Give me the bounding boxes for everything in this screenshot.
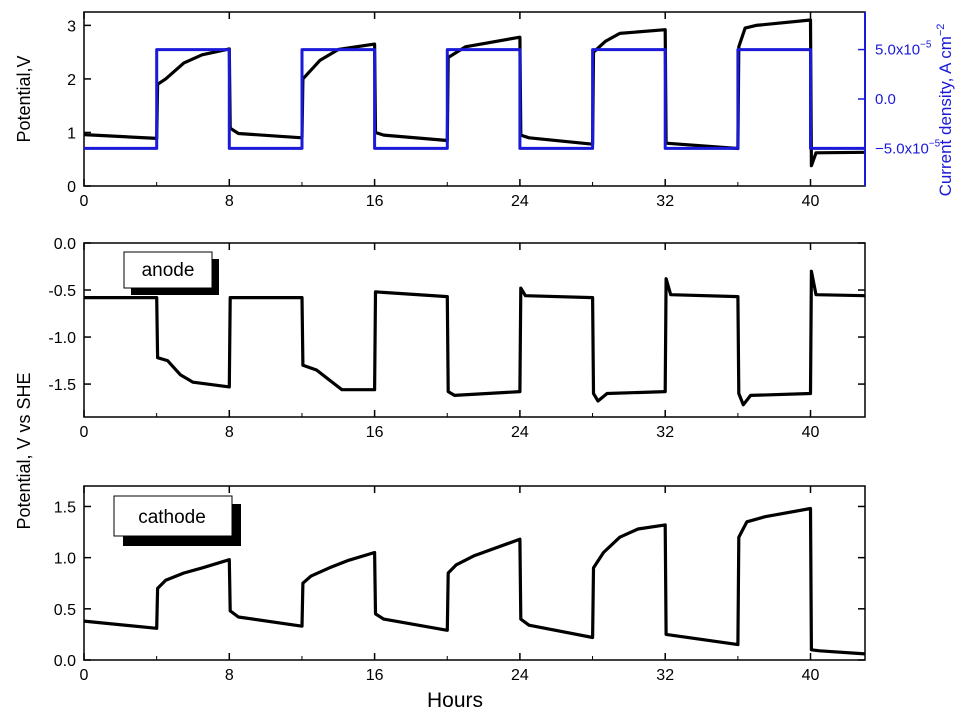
top-y-ticks: 0 1 2 3 bbox=[67, 18, 91, 196]
middle-series bbox=[84, 269, 866, 407]
shared-y-axis-label: Potential, V vs SHE bbox=[14, 372, 34, 529]
top-plot-frame bbox=[83, 11, 866, 187]
middle-y-tick-label: -0.5 bbox=[48, 283, 76, 300]
anode-label: anode bbox=[142, 260, 195, 281]
top-series bbox=[83, 18, 866, 168]
middle-y-tick-label: -1.5 bbox=[48, 377, 76, 394]
middle-x-tick-label: 0 bbox=[80, 424, 89, 441]
middle-x-tick-label: 16 bbox=[366, 424, 384, 441]
top-right-ticks: 5.0x10−5 0.0 −5.0x10−5 bbox=[858, 40, 941, 157]
bottom-panel: 0 8 16 24 32 40 0.0 0.5 1.0 1.5 cathode bbox=[54, 485, 866, 684]
middle-x-tick-label: 40 bbox=[802, 424, 820, 441]
bottom-y-tick-label: 0.5 bbox=[54, 602, 76, 619]
anode-box bbox=[123, 251, 213, 289]
bottom-y-tick-label: 0.0 bbox=[54, 653, 76, 670]
bottom-y-tick-label: 1.5 bbox=[54, 499, 76, 516]
bottom-x-tick-label: 0 bbox=[80, 667, 89, 684]
middle-x-tick-label: 32 bbox=[656, 424, 674, 441]
middle-plot-frame bbox=[83, 242, 866, 418]
bottom-x-tick-label: 40 bbox=[802, 667, 820, 684]
top-panel: 0 8 16 24 32 40 0 1 2 3 5.0x10−5 0.0 −5.0x10−5 Pot… bbox=[14, 11, 955, 210]
top-x-tick-label: 0 bbox=[80, 193, 89, 210]
top-x-tick-label: 16 bbox=[366, 193, 384, 210]
top-y-tick-label: 3 bbox=[67, 18, 76, 35]
top-x-tick-label: 24 bbox=[511, 193, 529, 210]
top-right-axis-label: Current density, A cm−2 bbox=[935, 24, 955, 197]
top-right-tick-label: −5.0x10−5 bbox=[875, 138, 941, 157]
cathode-label-box: cathode bbox=[113, 495, 241, 546]
top-y-tick-label: 1 bbox=[67, 125, 76, 142]
bottom-y-tick-label: 1.0 bbox=[54, 551, 76, 568]
middle-series-line-potential bbox=[84, 269, 866, 407]
bottom-x-tick-label: 32 bbox=[656, 667, 674, 684]
bottom-x-tick-label: 8 bbox=[225, 667, 234, 684]
top-x-tick-label: 8 bbox=[225, 193, 234, 210]
bottom-x-tick-label: 24 bbox=[511, 667, 529, 684]
middle-y-ticks: 0.0 -0.5 -1.0 -1.5 bbox=[48, 236, 865, 394]
middle-y-tick-label: -1.0 bbox=[48, 330, 76, 347]
x-axis-label: Hours bbox=[427, 689, 483, 712]
cathode-label: cathode bbox=[138, 507, 206, 528]
top-y-tick-label: 0 bbox=[67, 179, 76, 196]
cathode-box bbox=[113, 495, 233, 537]
bottom-series bbox=[83, 506, 866, 656]
middle-x-tick-label: 24 bbox=[511, 424, 529, 441]
top-series-line-current-density bbox=[84, 48, 865, 150]
bottom-plot-frame bbox=[83, 485, 866, 661]
top-y-tick-label: 2 bbox=[67, 72, 76, 89]
middle-panel: 0 8 16 24 32 40 0.0 -0.5 -1.0 -1.5 anode bbox=[48, 236, 866, 441]
middle-x-tick-label: 8 bbox=[225, 424, 234, 441]
top-series-line-potential bbox=[83, 18, 866, 168]
bottom-x-tick-label: 16 bbox=[366, 667, 384, 684]
bottom-y-ticks: 0.0 0.5 1.0 1.5 bbox=[54, 499, 865, 670]
anode-label-box: anode bbox=[123, 251, 219, 295]
bottom-x-ticks: 0 8 16 24 32 40 bbox=[80, 486, 820, 684]
top-x-tick-label: 32 bbox=[656, 193, 674, 210]
middle-y-tick-label: 0.0 bbox=[54, 236, 76, 253]
top-x-tick-label: 40 bbox=[802, 193, 820, 210]
top-right-tick-label: 5.0x10−5 bbox=[875, 40, 932, 59]
top-right-tick-label: 0.0 bbox=[875, 91, 896, 108]
top-y-axis-label: Potential,V bbox=[14, 55, 34, 142]
bottom-series-line-potential bbox=[83, 506, 866, 656]
top-x-ticks: 0 8 16 24 32 40 bbox=[80, 12, 820, 210]
middle-x-ticks: 0 8 16 24 32 40 bbox=[80, 243, 820, 441]
